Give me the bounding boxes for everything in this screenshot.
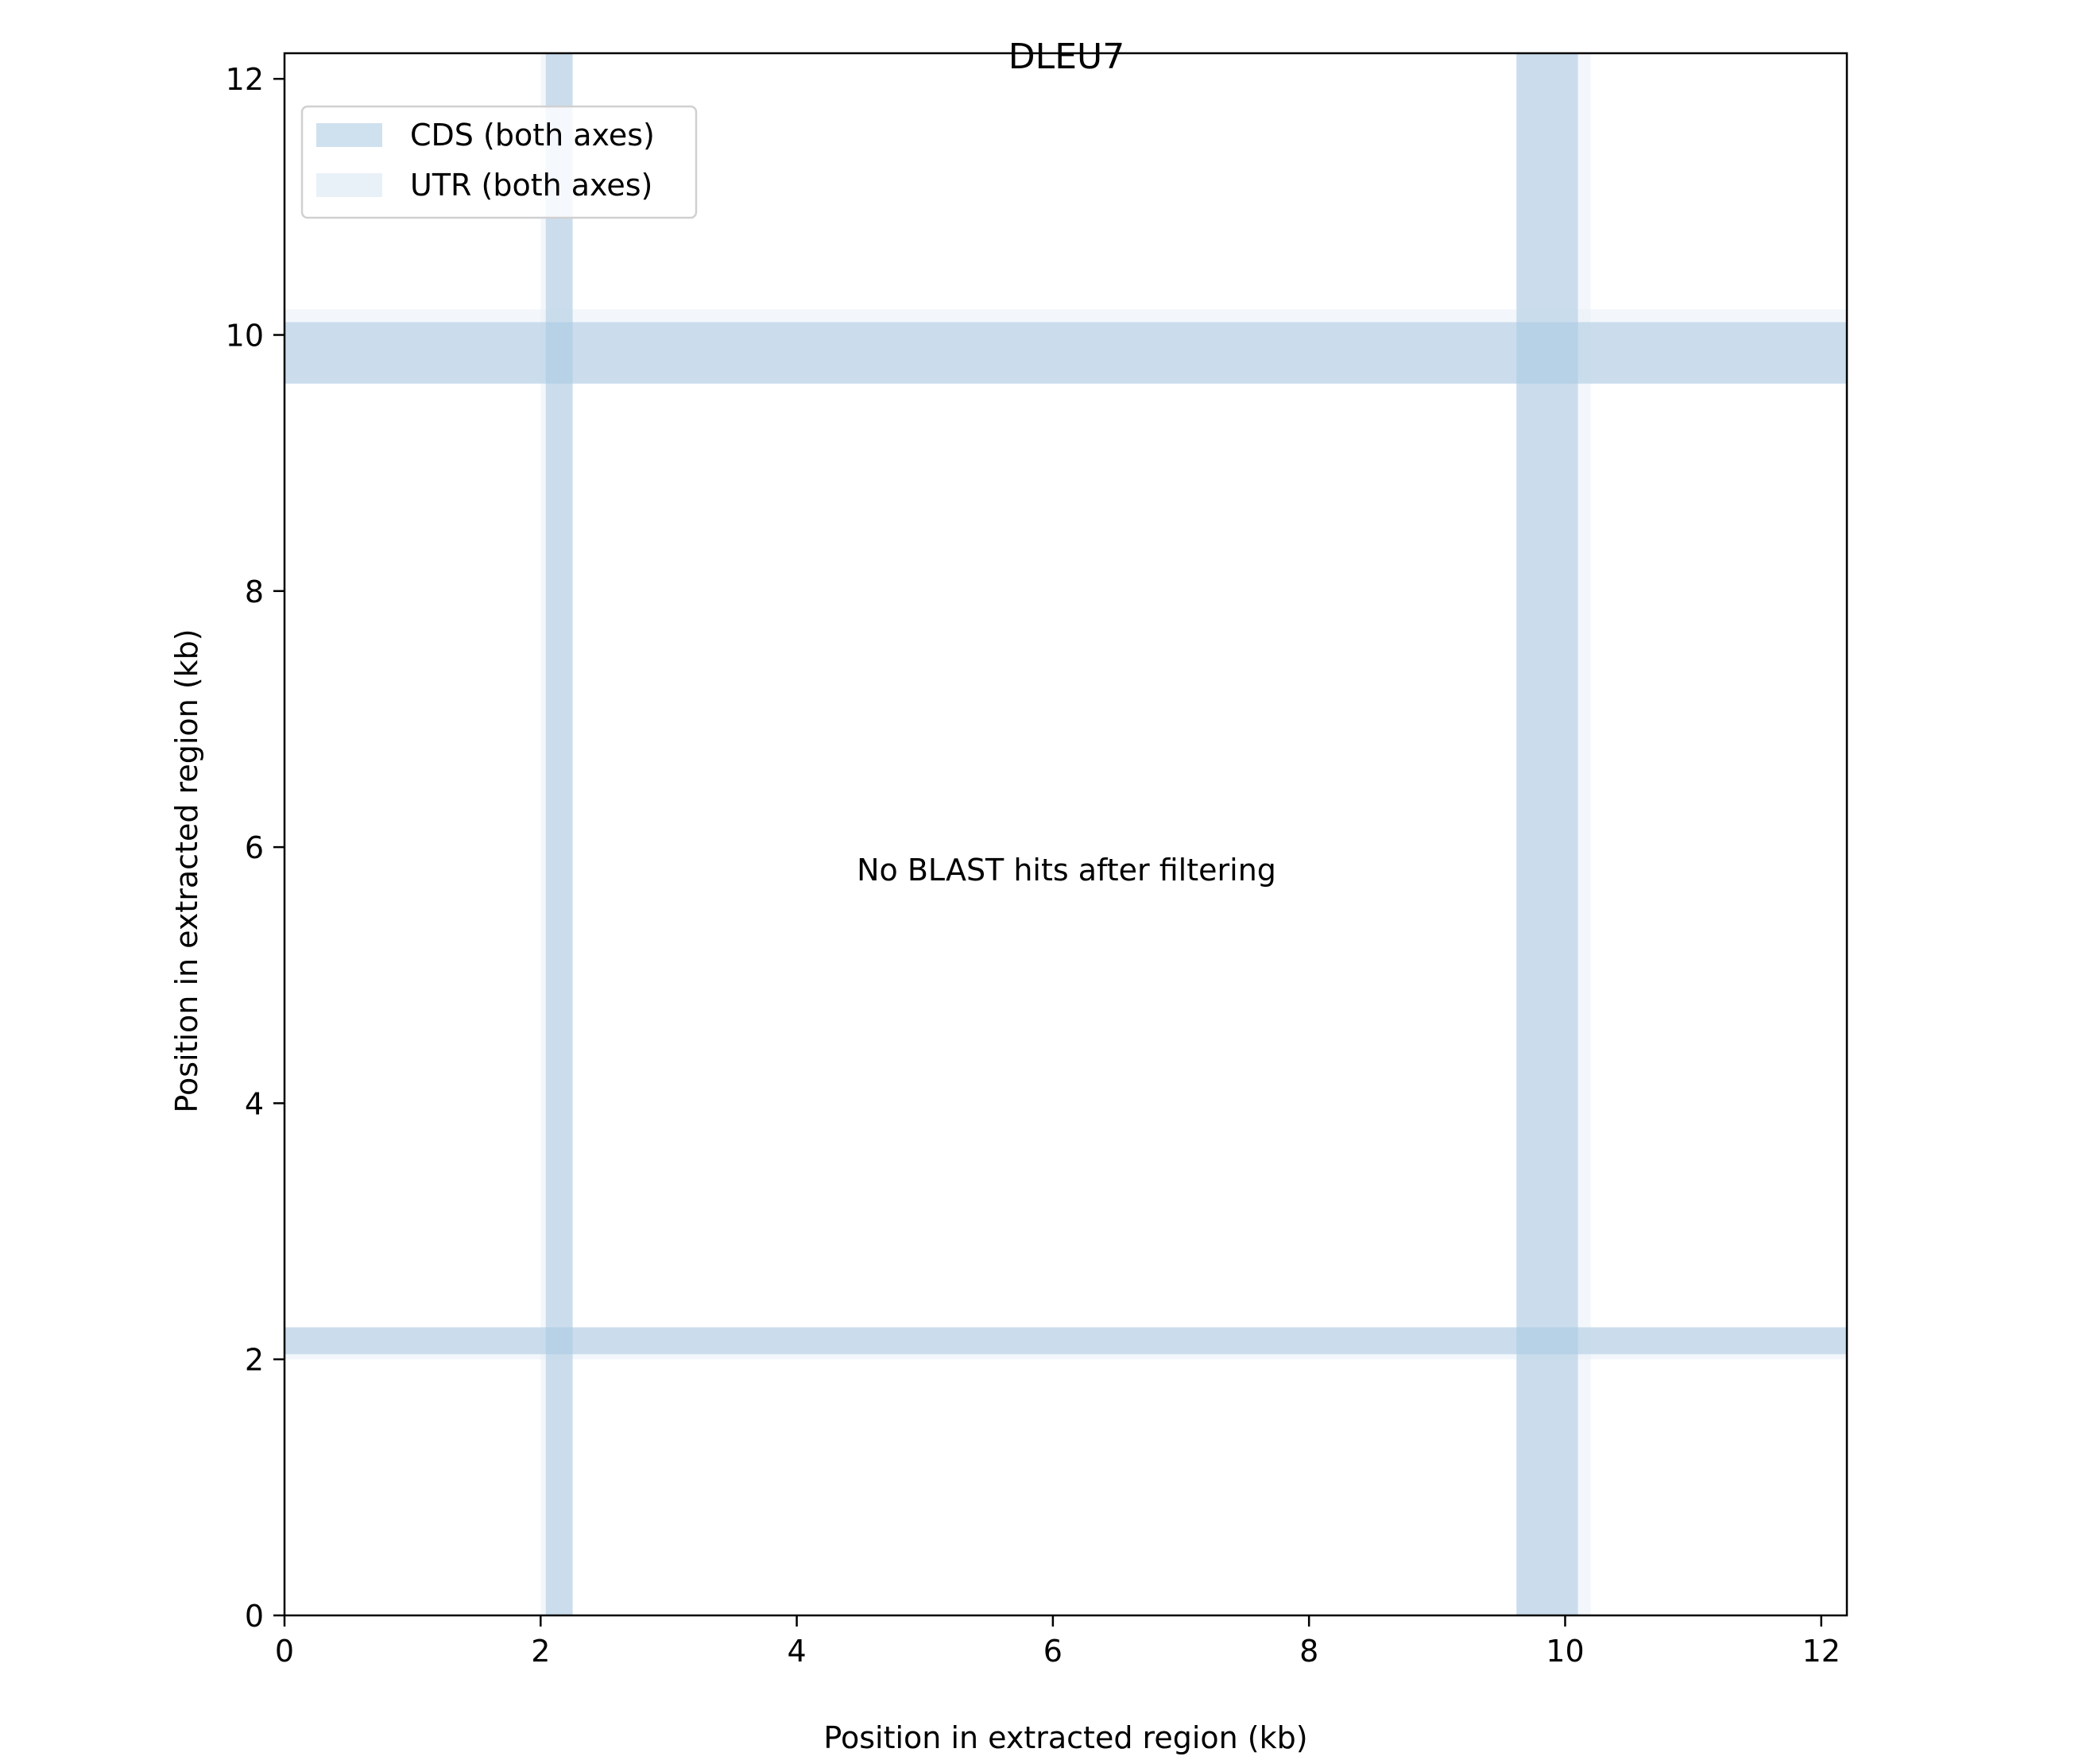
cds-band-vertical-0 — [545, 53, 573, 1615]
axes-frame — [283, 52, 1848, 1617]
x-tick-label: 8 — [1299, 1634, 1318, 1669]
cds-band-vertical-1 — [1516, 53, 1578, 1615]
y-tick-label: 8 — [245, 574, 264, 609]
chart-title: DLEU7 — [1008, 37, 1124, 77]
y-tick-label: 12 — [226, 62, 264, 97]
cds-bands — [285, 53, 1847, 1615]
plot-area — [285, 53, 1847, 1615]
legend-swatch-cds — [316, 123, 382, 147]
legend-swatch-utr — [316, 173, 382, 197]
y-tick-label: 4 — [245, 1086, 264, 1121]
cds-band-horizontal-0 — [285, 1327, 1847, 1355]
legend-label-utr: UTR (both axes) — [410, 168, 652, 203]
legend-box — [300, 105, 698, 219]
y-tick-label: 0 — [245, 1599, 264, 1634]
x-axis-label: Position in extracted region (kb) — [823, 1720, 1307, 1755]
x-tick-label: 2 — [531, 1634, 550, 1669]
x-tick-label: 12 — [1802, 1634, 1841, 1669]
no-hits-annotation: No BLAST hits after filtering — [857, 853, 1276, 888]
x-tick-label: 4 — [787, 1634, 806, 1669]
cds-band-horizontal-1 — [285, 322, 1847, 384]
y-tick-label: 2 — [245, 1343, 264, 1378]
x-tick-label: 0 — [275, 1634, 294, 1669]
x-tick-label: 10 — [1546, 1634, 1584, 1669]
x-tick-label: 6 — [1043, 1634, 1063, 1669]
y-axis-ticks: 0 2 4 6 8 10 12 — [226, 62, 285, 1634]
y-tick-label: 6 — [245, 830, 264, 865]
y-axis-label: Position in extracted region (kb) — [169, 629, 204, 1112]
legend: CDS (both axes) UTR (both axes) — [300, 105, 698, 219]
x-axis-ticks: 0 2 4 6 8 10 12 — [275, 1615, 1841, 1669]
legend-label-cds: CDS (both axes) — [410, 118, 655, 153]
y-tick-label: 10 — [226, 319, 264, 354]
